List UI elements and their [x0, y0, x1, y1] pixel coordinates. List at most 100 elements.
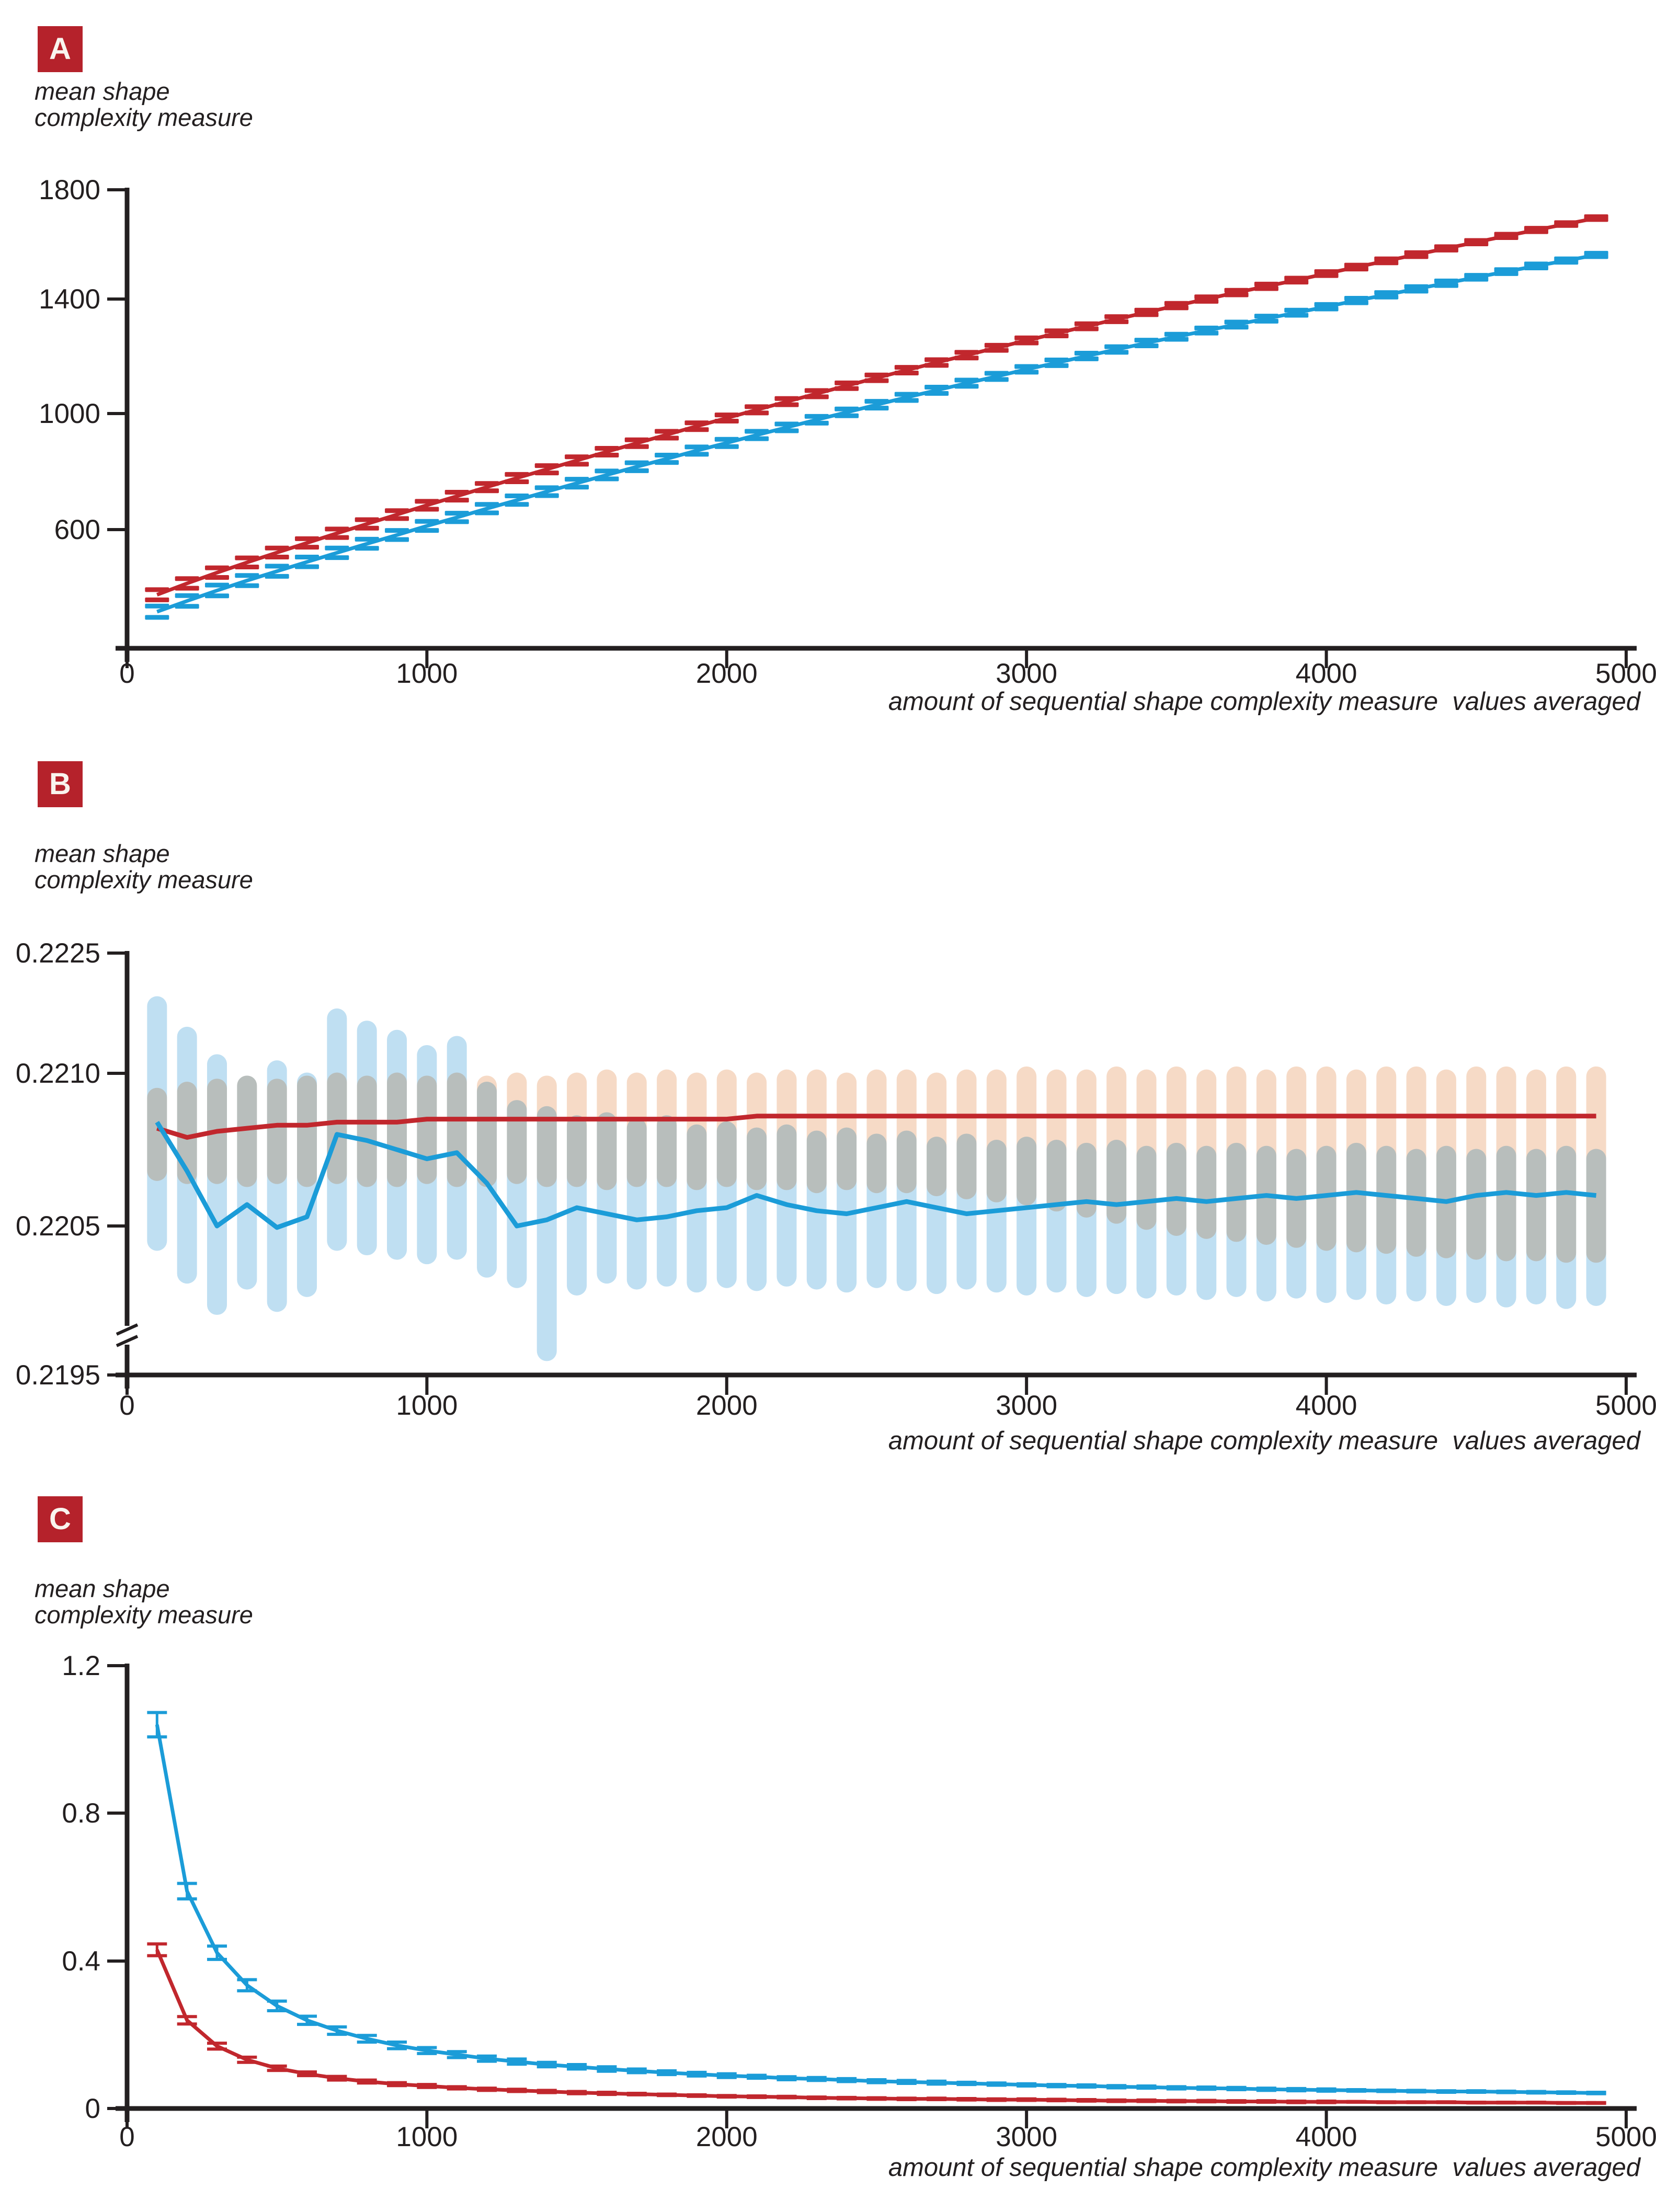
blue_series-lower-cap [145, 615, 169, 620]
red_series-upper-cap [325, 526, 349, 532]
blue_series-line [156, 253, 1597, 614]
blue_series-lower-cap [1554, 260, 1579, 265]
red_series-upper-cap [1074, 321, 1099, 326]
panel-a-y-axis-title-line2: complexity measure [35, 104, 253, 131]
pink_spread-bar [1526, 1069, 1546, 1262]
red_series-upper-cap [1344, 262, 1368, 268]
x-tick-label: 2000 [696, 2122, 758, 2152]
blue_series-lower-cap [1404, 289, 1429, 294]
blue_series-upper-cap [265, 564, 289, 569]
red_series-lower-cap [1464, 241, 1489, 246]
pink_spread-bar [1316, 1066, 1337, 1251]
x-tick-label: 4000 [1296, 2122, 1357, 2152]
red_series-upper-cap [745, 404, 769, 409]
y-tick-label: 1400 [39, 284, 100, 315]
pink_spread-bar [837, 1072, 857, 1190]
pink_spread-bar [626, 1072, 647, 1187]
blue_series-upper-cap [385, 528, 409, 533]
red_series-lower-cap [1524, 229, 1548, 234]
red_series-lower-cap [1104, 319, 1129, 324]
red_series-lower-cap [655, 435, 679, 441]
blue_series-upper-cap [655, 453, 679, 458]
blue_series-upper-cap [1524, 261, 1548, 267]
blue_series-lower-cap [505, 502, 529, 507]
pink_spread-bar [297, 1075, 317, 1187]
blue_series-upper-cap [175, 593, 199, 598]
red_series-lower-cap [325, 535, 349, 540]
x-tick-label: 0 [119, 1390, 134, 1421]
pink_spread-bar [1017, 1066, 1037, 1206]
blue_series-lower-cap [954, 384, 979, 389]
x-tick-label: 1000 [396, 2122, 458, 2152]
blue_mean-line [155, 1121, 1597, 1230]
pink_spread-bar [447, 1072, 467, 1187]
blue_series-lower-cap [745, 436, 769, 441]
pink_spread-bar [1346, 1069, 1366, 1253]
red_series-upper-cap [1134, 307, 1159, 313]
blue_series-upper-cap [684, 444, 709, 450]
y-tick-label: 0.2205 [16, 1211, 100, 1242]
blue_series-upper-cap [475, 502, 499, 507]
blue_series-lower-cap [1464, 277, 1489, 282]
x-tick-label: 0 [119, 658, 134, 689]
pink_spread-bar [776, 1069, 797, 1190]
blue_series-upper-cap [1194, 325, 1219, 330]
y-tick-label: 1000 [39, 398, 100, 429]
blue_series-upper-cap [355, 536, 379, 542]
blue_series-upper-cap [1074, 351, 1099, 356]
pink_spread-bar [956, 1069, 977, 1199]
blue_series-lower-cap [1134, 343, 1159, 348]
blue_series-upper-cap [235, 573, 259, 578]
blue_series-lower-cap [1014, 370, 1039, 375]
blue_series-upper-cap [1134, 338, 1159, 343]
panel-c-badge: C [38, 1496, 83, 1542]
blue_series-lower-cap [175, 604, 199, 609]
blue_series-upper-cap [745, 429, 769, 434]
red_series-upper-cap [355, 517, 379, 522]
blue_series-line [155, 1724, 1596, 2095]
panel-b-badge: B [38, 761, 83, 807]
red_series-upper-cap [774, 396, 799, 401]
panel-c-x-axis-title: amount of sequential shape complexity me… [888, 2153, 1640, 2182]
panel-b-y-axis-title-line2: complexity measure [35, 866, 253, 893]
red_series-upper-cap [1224, 288, 1249, 293]
red_series-lower-cap [265, 555, 289, 560]
blue_series-upper-cap [1374, 290, 1399, 295]
red_series-lower-cap [295, 545, 319, 550]
blue_series-upper-cap [624, 460, 649, 465]
blue_series-lower-cap [984, 377, 1009, 382]
blue_series-upper-cap [714, 437, 739, 442]
pink_spread-bar [1466, 1066, 1487, 1260]
pink_spread-bar [237, 1075, 257, 1187]
blue_series-lower-cap [1104, 350, 1129, 355]
red_series-upper-cap [864, 372, 889, 377]
x-tick-label: 2000 [696, 658, 758, 689]
red_series-lower-cap [1554, 223, 1579, 228]
red_series-lower-cap [1434, 247, 1458, 253]
blue_series-lower-cap [1494, 271, 1518, 276]
blue_series-lower-cap [325, 555, 349, 560]
red_series-lower-cap [505, 479, 529, 484]
red_series-lower-cap [1254, 286, 1278, 291]
pink_spread-bar [387, 1072, 407, 1187]
blue_series-lower-cap [1194, 330, 1219, 336]
blue_series-lower-cap [595, 476, 619, 482]
red_series-upper-cap [235, 555, 259, 560]
red_series-lower-cap [924, 363, 949, 368]
red_series-lower-cap [415, 507, 439, 512]
pink_spread-bar [1496, 1066, 1516, 1262]
red_series-upper-cap [1254, 281, 1278, 286]
x-tick-label: 4000 [1296, 658, 1357, 689]
panel-b-y-axis-title: mean shape complexity measure [35, 841, 253, 893]
blue_series-upper-cap [1224, 319, 1249, 325]
x-tick-label: 5000 [1595, 1390, 1656, 1421]
red_series-lower-cap [175, 586, 199, 591]
red_series-lower-cap [1194, 299, 1219, 304]
blue_series-lower-cap [774, 428, 799, 433]
blue_series-upper-cap [835, 406, 859, 411]
panel-a-y-axis-title-line1: mean shape [35, 77, 170, 105]
blue_series-upper-cap [984, 371, 1009, 376]
x-tick-label: 5000 [1595, 2122, 1656, 2152]
y-tick-label: 0.2210 [16, 1058, 100, 1089]
red_series-lower-cap [534, 471, 559, 476]
